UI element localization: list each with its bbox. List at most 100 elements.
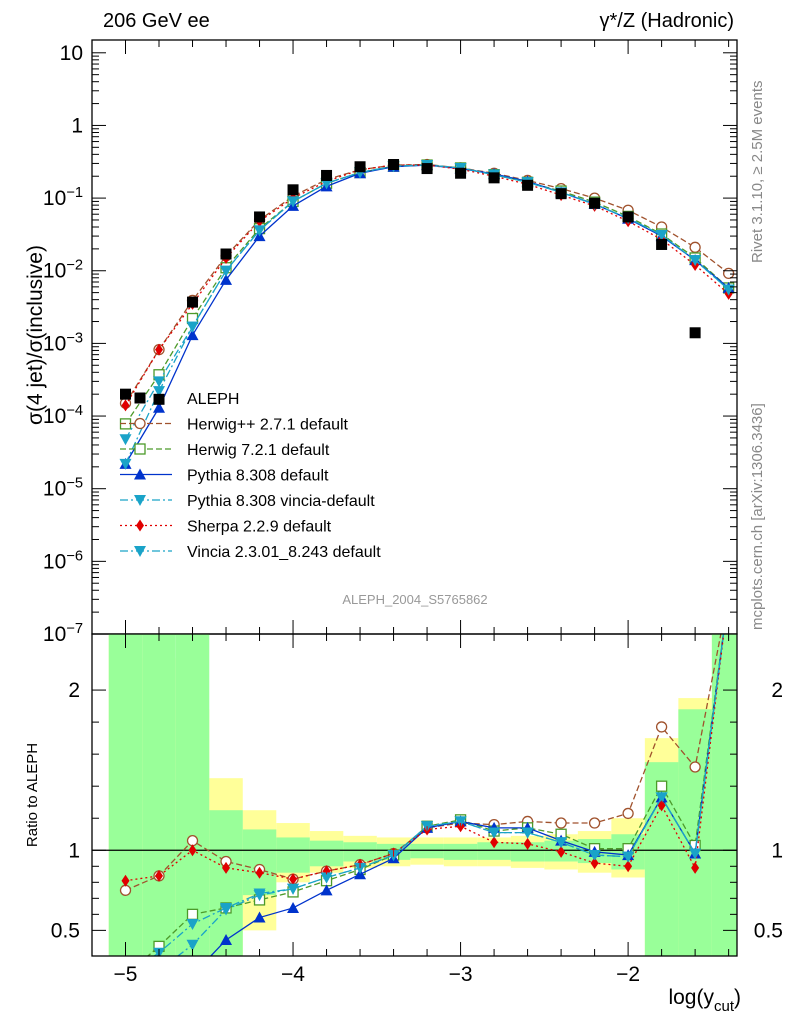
x-ticks: −5 −4 −3 −2 — [91, 40, 730, 986]
main-marker-5-6 — [320, 178, 333, 190]
main-tick-label-4: 10−3 — [43, 330, 83, 355]
ratio-marker-2-3 — [220, 933, 233, 945]
band-green-1 — [142, 634, 176, 956]
main-tick-label-0: 10 — [60, 42, 83, 65]
data-point-7 — [354, 161, 366, 173]
ratio-marker-5-5 — [287, 883, 300, 895]
band-green-3 — [209, 810, 243, 956]
main-marker-5-16 — [655, 230, 668, 242]
band-green-5 — [276, 837, 310, 873]
ratio-marker-2-2 — [187, 969, 199, 980]
ratio-marker-1-16 — [655, 780, 668, 792]
ratio-tick-label-2: 0.5 — [51, 919, 80, 942]
main-marker-4-0 — [121, 399, 130, 412]
data-point-3 — [220, 248, 232, 260]
band-green-17 — [678, 709, 712, 956]
ratio-marker-5-6 — [320, 872, 333, 884]
band-green-6 — [309, 840, 344, 867]
main-marker-2-3 — [220, 273, 233, 285]
ratio-marker-5-11 — [488, 827, 501, 839]
main-tick-label-8: 10−7 — [43, 621, 83, 646]
ratio-marker-0-2 — [186, 835, 199, 847]
ratio-marker-5-16 — [655, 792, 668, 804]
x-tick-label-1: −4 — [281, 963, 305, 986]
main-tick-label-7: 10−6 — [43, 548, 83, 573]
ratio-marker-5-0 — [120, 989, 132, 1000]
ratio-marker-2-18 — [723, 588, 735, 599]
legend-marker-2 — [134, 468, 146, 480]
legend-label-3: Pythia 8.308 vincia-default — [187, 493, 375, 510]
data-point-15 — [622, 211, 634, 223]
main-line-1 — [124, 164, 730, 425]
data-point-1 — [153, 393, 165, 405]
band-green-4 — [242, 829, 277, 896]
ratio-marker-2-5 — [287, 901, 300, 913]
ratio-marker-0-17 — [689, 761, 701, 773]
data-point-8 — [388, 159, 400, 171]
data-point-11 — [488, 172, 500, 184]
band-green-7 — [343, 842, 377, 862]
header-left: 206 GeV ee — [103, 10, 210, 32]
ratio-marker-2-1 — [153, 980, 165, 991]
data-point-17 — [689, 327, 701, 339]
main-marker-2-2 — [186, 329, 199, 341]
ratio-marker-2-6 — [320, 884, 333, 896]
ratio-marker-0-15 — [622, 807, 634, 820]
data-point-6 — [321, 169, 333, 181]
legend-marker-5 — [134, 546, 146, 557]
main-marker-3-1 — [153, 376, 166, 388]
legend-marker-1 — [134, 443, 146, 455]
main-series-group — [119, 158, 735, 470]
data-point-16 — [656, 238, 668, 250]
ratio-marker-0-13 — [555, 817, 567, 829]
legend-label-0: Herwig++ 2.7.1 default — [187, 417, 349, 434]
band-green-12 — [510, 842, 545, 862]
ratio-bands — [108, 634, 737, 956]
ratio-marker-5-13 — [555, 837, 568, 849]
legend-label-2: Pythia 8.308 default — [187, 468, 329, 485]
main-tick-label-1: 1 — [71, 114, 83, 137]
band-green-2 — [175, 634, 210, 956]
main-marker-5-17 — [689, 255, 702, 267]
rivet-label: Rivet 3.1.10, ≥ 2.5M events — [749, 81, 766, 264]
main-y-ticks: 10 1 10−1 10−2 10−3 10−4 10−5 10−6 10−7 — [43, 42, 737, 646]
main-marker-2-1 — [153, 401, 166, 413]
band-green-9 — [410, 843, 444, 859]
x-tick-label-3: −2 — [616, 963, 640, 986]
main-marker-5-1 — [153, 386, 166, 398]
band-green-10 — [443, 843, 478, 860]
ratio-marker-0-16 — [655, 721, 668, 733]
main-marker-3-0 — [119, 434, 132, 446]
main-tick-label-5: 10−4 — [43, 403, 83, 428]
ratio-marker-0-0 — [119, 884, 132, 896]
main-line-4 — [124, 164, 730, 406]
ratio-marker-5-15 — [622, 851, 635, 863]
main-marker-0-17 — [689, 241, 701, 253]
main-marker-5-0 — [119, 458, 132, 470]
legend-label-1: Herwig 7.2.1 default — [187, 442, 330, 459]
x-axis-label: log(ycut) — [668, 986, 741, 1015]
data-point-9 — [421, 163, 433, 175]
main-tick-label-6: 10−5 — [43, 476, 83, 501]
ratio-marker-4-18 — [725, 588, 733, 600]
band-green-18 — [711, 634, 737, 956]
ratio-marker-0-14 — [588, 817, 601, 829]
ratio-tick-label-r-0: 2 — [771, 679, 783, 702]
ratio-marker-5-10 — [454, 816, 467, 828]
ratio-marker-2-4 — [253, 911, 266, 923]
data-point-4 — [254, 211, 266, 223]
ratio-marker-5-2 — [186, 939, 199, 951]
legend-label-5: Vincia 2.3.01_8.243 default — [187, 544, 381, 561]
ratio-tick-label-1: 1 — [68, 839, 80, 862]
ratio-tick-label-r-2: 0.5 — [754, 919, 783, 942]
analysis-label: ALEPH_2004_S5765862 — [342, 592, 487, 607]
main-ylabel: σ(4 jet)/σ(inclusive) — [24, 245, 47, 425]
data-point-5 — [287, 184, 299, 196]
main-marker-4-1 — [155, 343, 164, 356]
ratio-marker-5-1 — [153, 965, 165, 976]
header-right: γ*/Z (Hadronic) — [600, 10, 734, 32]
band-green-0 — [108, 634, 143, 956]
x-tick-label-2: −3 — [449, 963, 473, 986]
legend-marker-0 — [134, 417, 146, 430]
